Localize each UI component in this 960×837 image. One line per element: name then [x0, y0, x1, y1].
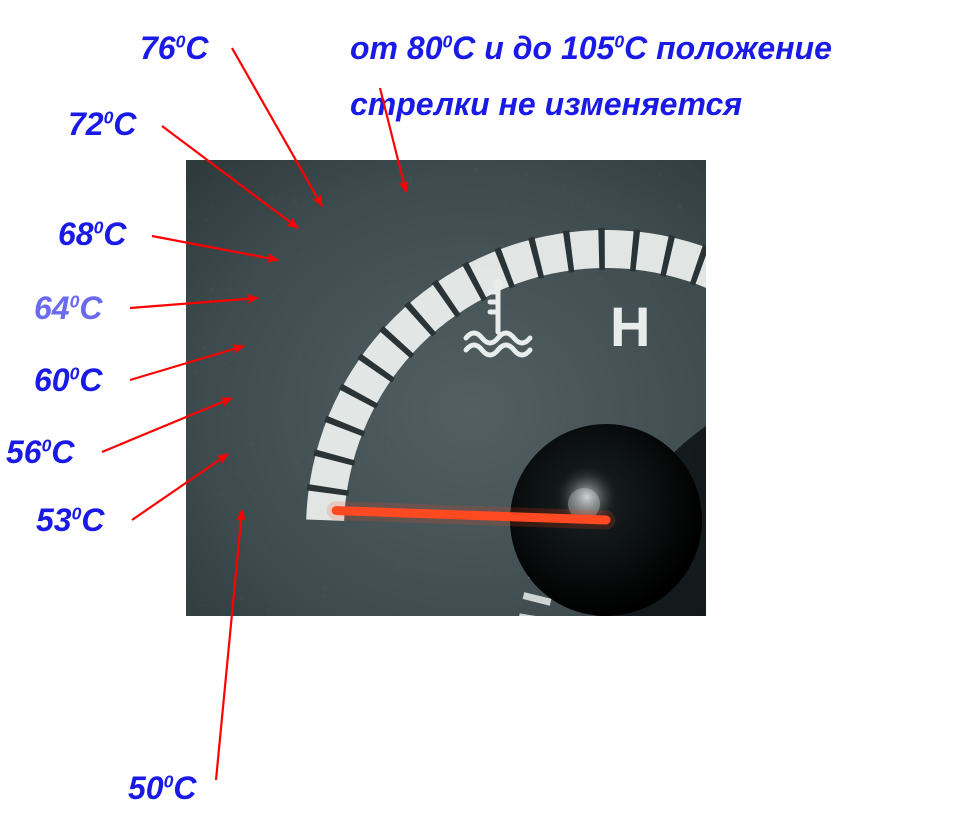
temp-label-t64: 640C	[34, 290, 103, 327]
temp-label-t50: 500C	[128, 770, 197, 807]
temp-label-t76: 760C	[140, 30, 209, 67]
temp-label-t72: 720C	[68, 106, 137, 143]
temp-label-t60: 600C	[34, 362, 103, 399]
temp-label-t53: 530C	[36, 502, 105, 539]
temp-label-t56: 560C	[6, 434, 75, 471]
temp-label-t68: 680C	[58, 216, 127, 253]
temperature-gauge: H	[186, 160, 706, 616]
gauge-letter-h: H	[610, 295, 650, 358]
note-line-1: от 800C и до 1050C положение	[350, 30, 832, 67]
note-line-2: стрелки не изменяется	[350, 86, 742, 123]
